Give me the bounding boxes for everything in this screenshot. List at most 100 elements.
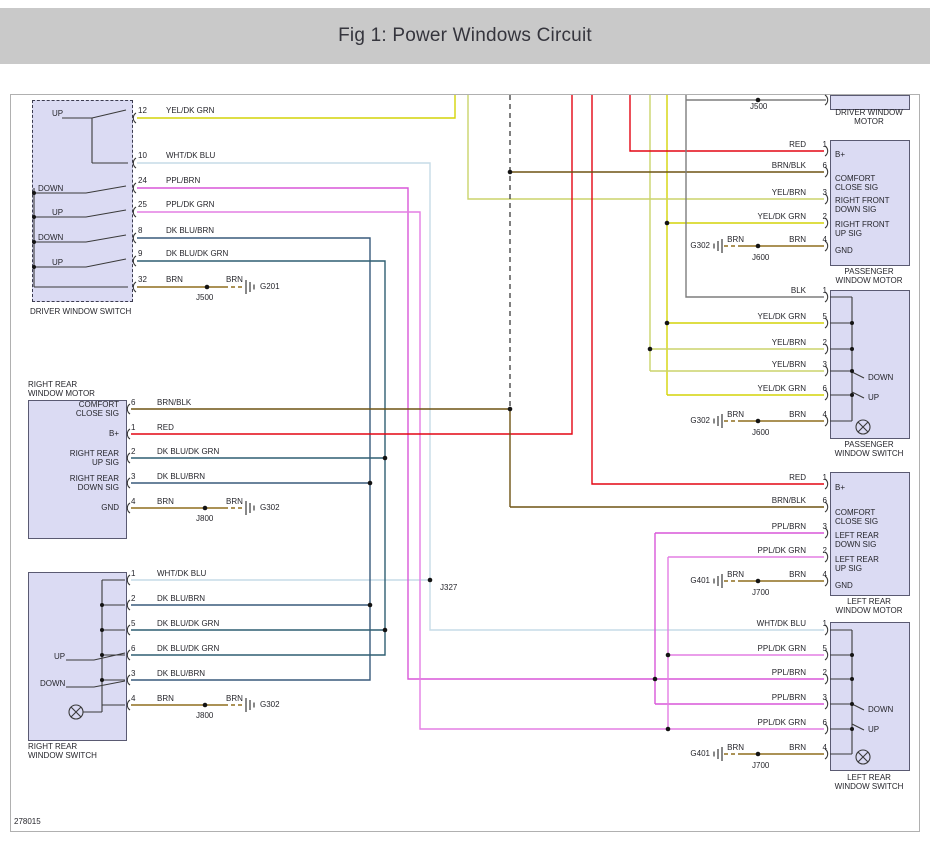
lm-pin-3: 3 (822, 522, 827, 531)
rrm-pinlabel-down-2: DOWN SIG (77, 483, 119, 492)
rrm-wire-4: BRN (157, 497, 174, 506)
right-rear-window-switch-box (28, 572, 127, 741)
ds-label-up-2: UP (52, 208, 64, 217)
pm-pinlabel-gnd: GND (835, 246, 853, 255)
pm-pinlabel-up-2: UP SIG (835, 229, 862, 238)
pm-pin-3: 3 (822, 188, 827, 197)
pm-wire-6: BRN/BLK (771, 161, 806, 170)
driver-window-motor-box (830, 95, 910, 110)
rrm-wire-6: BRN/BLK (157, 398, 192, 407)
pm-caption-2: WINDOW MOTOR (835, 276, 903, 285)
ds-pin-32: 32 (138, 275, 147, 284)
ls-wire-6: PPL/DK GRN (757, 718, 806, 727)
lm-pin-1: 1 (822, 473, 827, 482)
pm-wire-2: YEL/DK GRN (757, 212, 806, 221)
passenger-window-motor-box (830, 140, 910, 266)
rrm-pinlabel-up-2: UP SIG (92, 458, 119, 467)
pm-pin-2: 2 (822, 212, 827, 221)
ds-wire-10: WHT/DK BLU (166, 151, 216, 160)
ds-pin-10: 10 (138, 151, 147, 160)
lm-ground-g401: G401 (690, 576, 710, 585)
rrs-pin-6: 6 (131, 644, 136, 653)
lm-wire-6: BRN/BLK (771, 496, 806, 505)
ds-pin-25: 25 (138, 200, 147, 209)
pm-pinlabel-down-1: RIGHT FRONT (835, 196, 890, 205)
ds-wire-25: PPL/DK GRN (166, 200, 215, 209)
pm-pinlabel-down-2: DOWN SIG (835, 205, 877, 214)
driver-window-switch-box (32, 100, 133, 302)
lm-pinlabel-down-2: DOWN SIG (835, 540, 877, 549)
ps-wire-4a: BRN (727, 410, 744, 419)
ls-ground-g401: G401 (690, 749, 710, 758)
ps-pin-5: 5 (822, 312, 827, 321)
rrm-pinlabel-up-1: RIGHT REAR (69, 449, 119, 458)
rrm-pin-4: 4 (131, 497, 136, 506)
rrm-pinlabel-down-1: RIGHT REAR (69, 474, 119, 483)
dm-caption-1: DRIVER WINDOW (835, 108, 903, 117)
pm-wire-4a: BRN (727, 235, 744, 244)
rrs-wire-3: DK BLU/BRN (157, 669, 206, 678)
ps-wire-2: YEL/BRN (771, 338, 806, 347)
lm-pinlabel-comfort-1: COMFORT (835, 508, 876, 517)
lm-caption-2: WINDOW MOTOR (835, 606, 903, 615)
pm-pinlabel-up-1: RIGHT FRONT (835, 220, 890, 229)
rrm-wire-2: DK BLU/DK GRN (157, 447, 220, 456)
splice-j327: J327 (440, 583, 458, 592)
ds-pin-12: 12 (138, 106, 147, 115)
lm-wire-4b: BRN (789, 570, 806, 579)
lm-wire-2: PPL/DK GRN (757, 546, 806, 555)
lm-pinlabel-gnd: GND (835, 581, 853, 590)
right-rear-window-motor-box (28, 400, 127, 539)
rrs-ground-g302: G302 (260, 700, 280, 709)
left-rear-window-switch-box (830, 622, 910, 771)
pm-caption-1: PASSENGER (844, 267, 894, 276)
ls-wire-3: PPL/BRN (771, 693, 806, 702)
ps-label-down: DOWN (868, 373, 894, 382)
rrm-caption-1: RIGHT REAR (28, 380, 78, 389)
ds-pin-8: 8 (138, 226, 143, 235)
ds-splice-j500: J500 (196, 293, 214, 302)
rrs-wire-2: DK BLU/BRN (157, 594, 206, 603)
left-rear-window-motor-box (830, 472, 910, 596)
ds-wire-32: BRN (166, 275, 183, 284)
figure-title: Fig 1: Power Windows Circuit (338, 25, 592, 46)
pm-pin-4: 4 (822, 235, 827, 244)
rrm-pinlabel-bplus: B+ (108, 429, 119, 438)
rrs-wire-6: DK BLU/DK GRN (157, 644, 220, 653)
lm-pinlabel-down-1: LEFT REAR (835, 531, 879, 540)
ls-wire-2: PPL/BRN (771, 668, 806, 677)
rrm-wire-1: RED (157, 423, 174, 432)
ps-pin-3: 3 (822, 360, 827, 369)
ls-pin-2: 2 (822, 668, 827, 677)
ls-wire-5: PPL/DK GRN (757, 644, 806, 653)
rrm-pin-1: 1 (131, 423, 136, 432)
rrs-pin-1: 1 (131, 569, 136, 578)
pm-wire-1: RED (789, 140, 806, 149)
ls-pin-3: 3 (822, 693, 827, 702)
rrm-pin-6: 6 (131, 398, 136, 407)
ls-splice-j700: J700 (752, 761, 770, 770)
pm-wire-4b: BRN (789, 235, 806, 244)
rrm-pinlabel-comfort-1: COMFORT (78, 400, 119, 409)
ds-wire-9: DK BLU/DK GRN (166, 249, 229, 258)
ps-ground-g302: G302 (690, 416, 710, 425)
ls-wire-1: WHT/DK BLU (756, 619, 806, 628)
rrm-pinlabel-comfort-2: CLOSE SIG (75, 409, 119, 418)
passenger-window-switch-box (830, 290, 910, 439)
ps-caption-1: PASSENGER (844, 440, 894, 449)
lm-pinlabel-comfort-2: CLOSE SIG (835, 517, 879, 526)
lm-pin-6: 6 (822, 496, 827, 505)
ds-wire-8: DK BLU/BRN (166, 226, 215, 235)
ls-pin-6: 6 (822, 718, 827, 727)
ps-pin-1: 1 (822, 286, 827, 295)
lm-wire-1: RED (789, 473, 806, 482)
ps-pin-6: 6 (822, 384, 827, 393)
ds-pin-24: 24 (138, 176, 147, 185)
rrm-wire-3: DK BLU/BRN (157, 472, 206, 481)
ds-wire-24: PPL/BRN (166, 176, 201, 185)
ds-wire-32b: BRN (226, 275, 243, 284)
ls-pin-1: 1 (822, 619, 827, 628)
ls-pin-4: 4 (822, 743, 827, 752)
ps-wire-4b: BRN (789, 410, 806, 419)
